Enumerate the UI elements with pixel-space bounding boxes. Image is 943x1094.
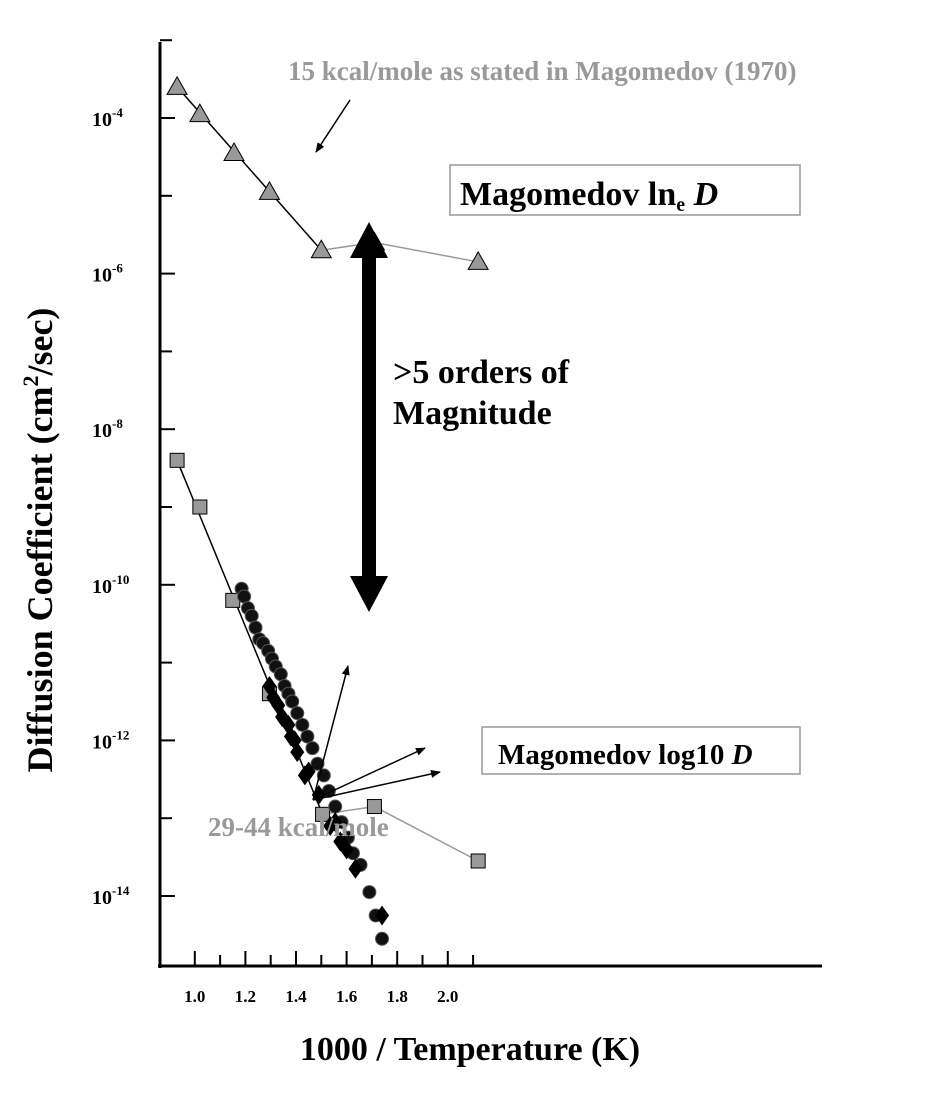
triangle-point <box>223 142 245 162</box>
y-axis-title: Diffusion Coefficient (cm2/sec) <box>18 308 60 773</box>
circle-point <box>305 741 320 756</box>
x-axis-title: 1000 / Temperature (K) <box>300 1031 640 1068</box>
x-tick-label: 2.0 <box>437 987 458 1006</box>
legend-label-log10: Magomedov log10 D <box>498 739 753 771</box>
legend-box-ln <box>449 164 801 216</box>
fit-line <box>321 241 479 263</box>
circle-point <box>248 620 263 635</box>
x-tick-label: 1.2 <box>235 987 256 1006</box>
x-ticks: 1.0 1.2 1.4 1.6 1.8 2.0 <box>184 951 475 1006</box>
circle-point <box>310 756 325 771</box>
circle-point <box>244 608 259 623</box>
orders-label-line2: Magnitude <box>393 395 552 432</box>
x-tick-label: 1.8 <box>387 987 408 1006</box>
triangle-point <box>258 180 281 200</box>
annotation-arrow-15-kcal <box>315 99 351 153</box>
triangle-point <box>310 239 333 259</box>
legend-box-log10 <box>481 726 801 775</box>
y-tick-label: 10-10 <box>92 572 129 598</box>
orders-label-line1: >5 orders of <box>393 354 570 391</box>
circle-point <box>362 885 377 900</box>
kcal-arrows <box>312 665 441 801</box>
circle-point <box>237 589 252 604</box>
annotation-29-44-kcal: 29-44 kcal/mole <box>208 812 389 842</box>
data-markers <box>166 75 490 946</box>
diamond-point <box>290 742 305 763</box>
x-tick-label: 1.0 <box>184 987 205 1006</box>
x-tick-label: 1.6 <box>336 987 357 1006</box>
square-point <box>315 806 331 822</box>
x-tick-label: 1.4 <box>285 987 307 1006</box>
circle-point <box>375 931 390 946</box>
legend-label-ln: Magomedov lne D <box>460 176 718 216</box>
orders-of-magnitude-arrow <box>350 222 388 612</box>
circle-point <box>273 667 288 682</box>
diamond-point <box>375 905 390 926</box>
diamond-point <box>339 839 354 860</box>
square-point <box>169 452 185 468</box>
triangle-point <box>166 75 188 95</box>
y-tick-label: 10-12 <box>92 727 129 753</box>
annotation-15-kcal: 15 kcal/mole as stated in Magomedov (197… <box>288 56 796 86</box>
y-tick-label: 10-14 <box>92 883 130 909</box>
square-point <box>470 853 486 869</box>
y-tick-label: 10-4 <box>92 105 123 131</box>
circle-point <box>285 694 300 709</box>
square-point <box>366 799 382 815</box>
y-ticks: 10-4 10-6 10-8 10-10 10-12 10-14 <box>92 39 175 909</box>
circle-point <box>300 729 315 744</box>
diamond-point <box>328 812 343 833</box>
y-tick-label: 10-6 <box>92 261 123 287</box>
square-point <box>192 499 208 515</box>
circle-point <box>295 717 310 732</box>
triangle-point <box>188 103 211 123</box>
diamond-point <box>348 858 363 879</box>
circle-point <box>290 706 305 721</box>
y-tick-label: 10-8 <box>92 416 123 442</box>
diamond-point <box>301 761 316 782</box>
triangle-point <box>467 250 490 270</box>
